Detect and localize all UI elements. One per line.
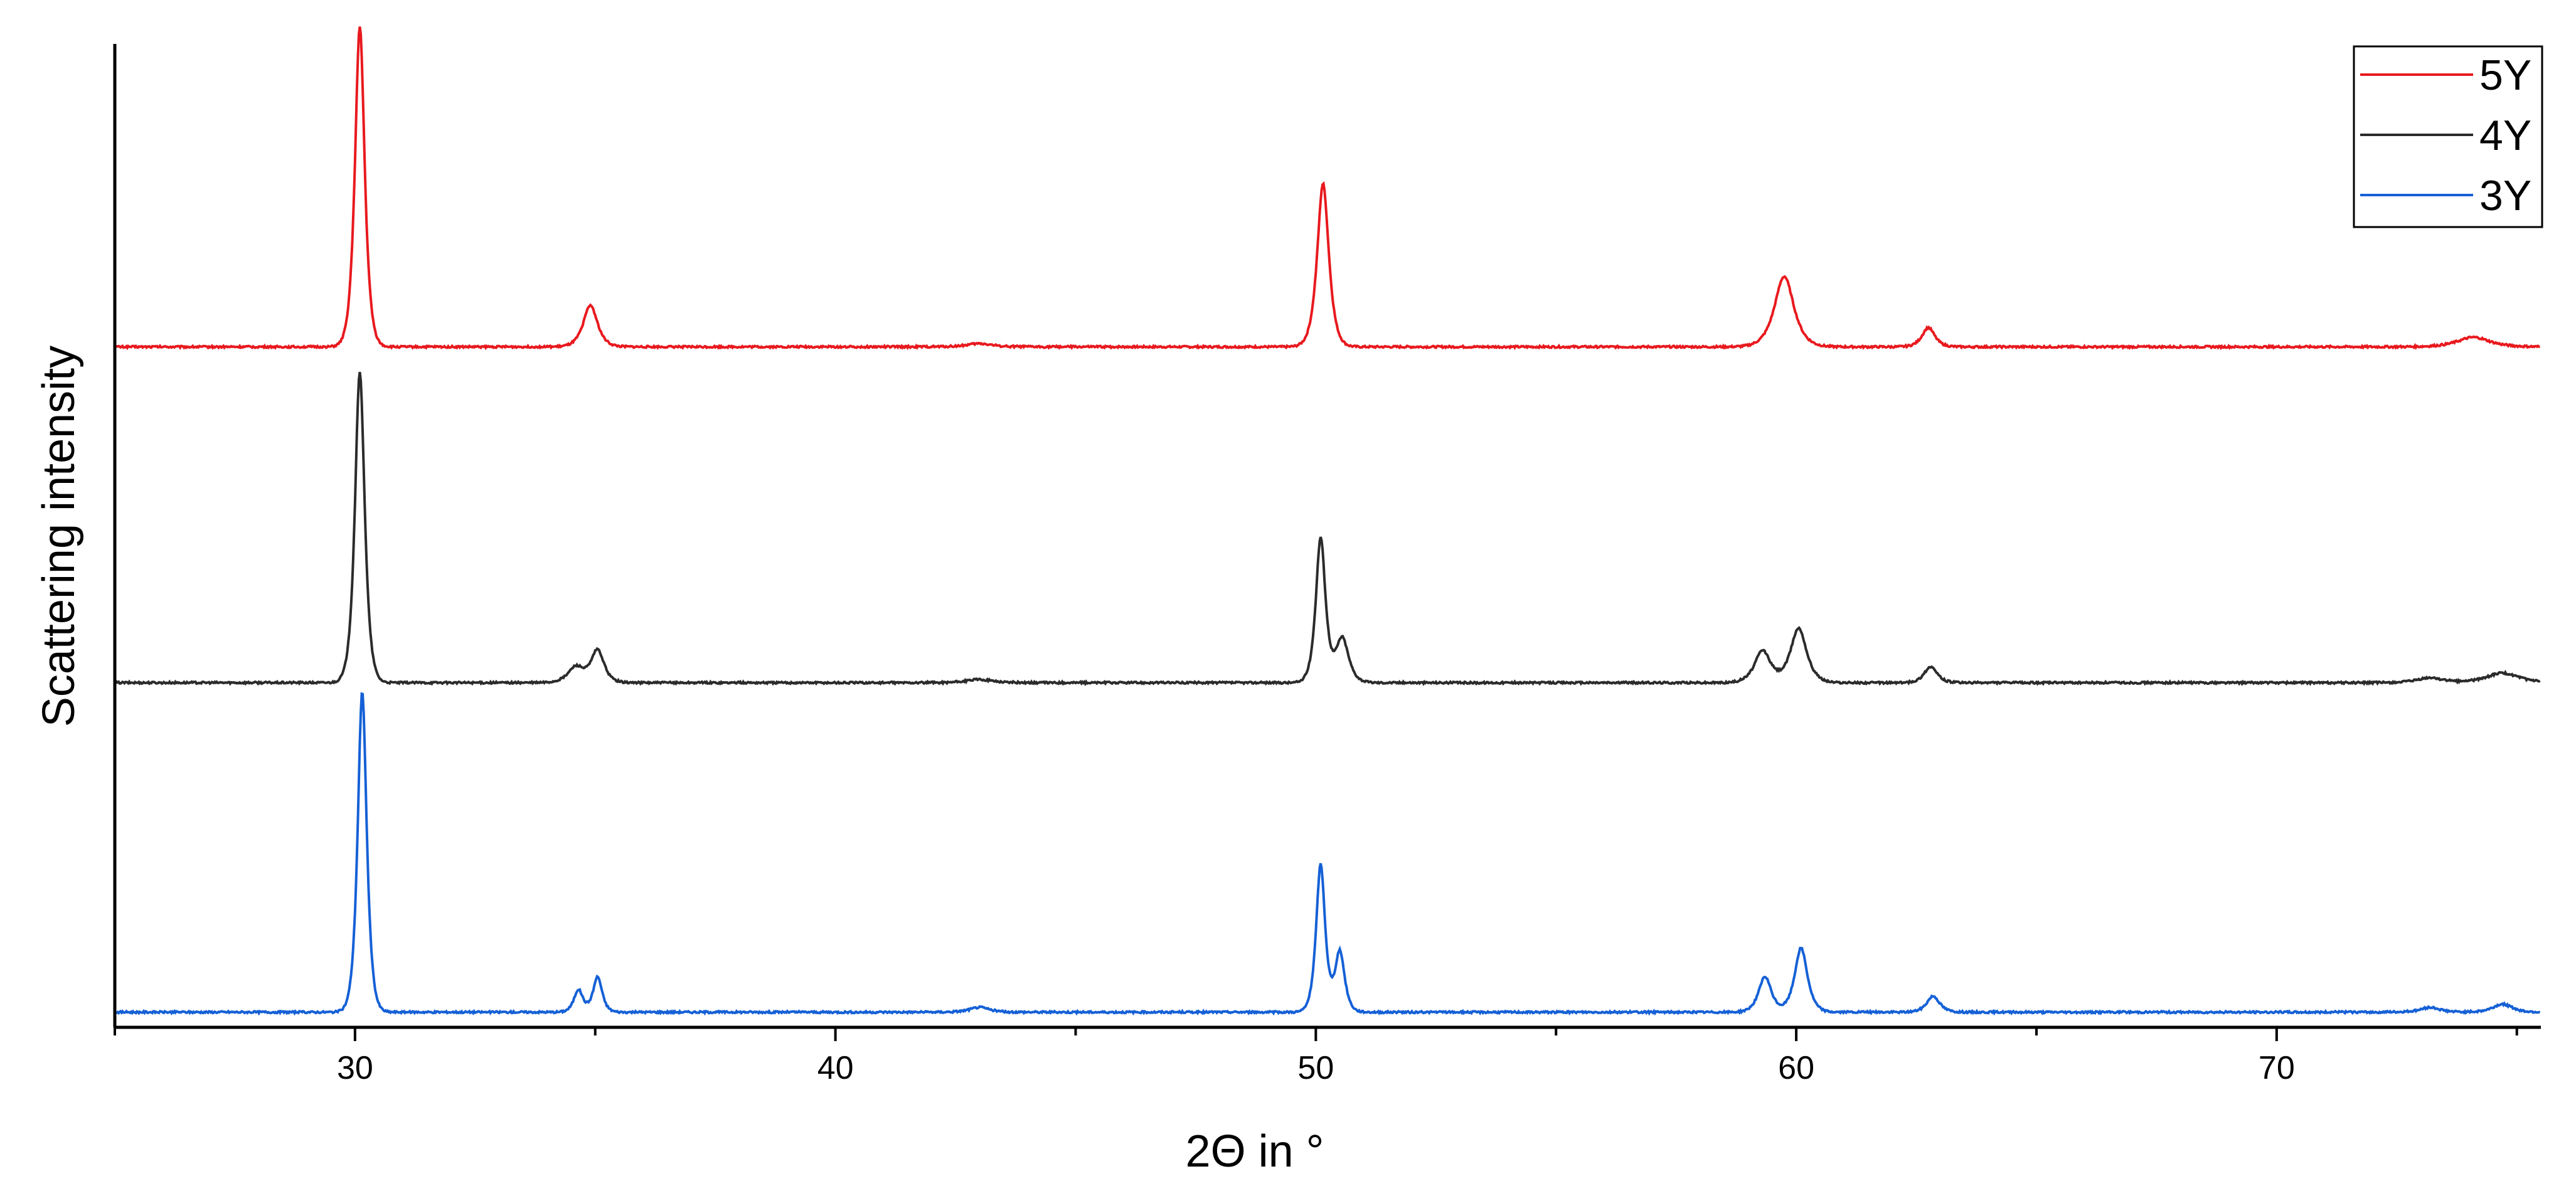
legend-label-3Y: 3Y [2479,172,2531,220]
legend: 5Y 4Y 3Y [2353,45,2543,228]
legend-box [2353,45,2543,228]
x-tick-label: 40 [817,1050,854,1086]
x-axis-title: 2Θ in ° [1186,1126,1324,1177]
y-axis-title: Scattering intensity [34,346,84,727]
x-ticks: 30 40 50 60 70 [114,1027,2518,1086]
legend-label-4Y: 4Y [2479,112,2531,159]
series-layer [114,26,2541,1016]
x-tick-label: 60 [1778,1050,1814,1086]
legend-label-5Y: 5Y [2479,51,2531,99]
axes-layer [113,44,2541,1029]
series-line-4Y [114,371,2541,687]
x-tick-label: 30 [337,1050,373,1086]
series-line-5Y [114,26,2540,351]
series-line-3Y [114,692,2541,1016]
x-tick-label: 70 [2259,1050,2295,1086]
x-tick-label: 50 [1297,1050,1334,1086]
